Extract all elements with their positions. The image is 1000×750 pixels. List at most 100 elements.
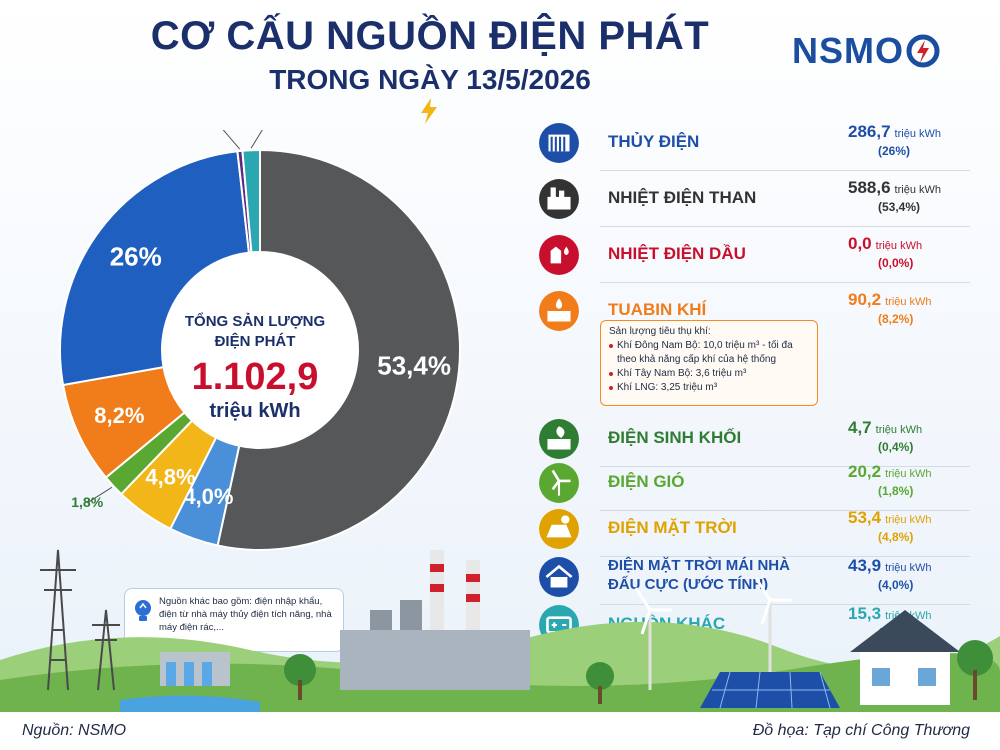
nsmo-logo: NSMO — [792, 30, 940, 72]
source-row: TUABIN KHÍ 90,2 triệu kWh (8,2%) — [500, 290, 980, 331]
gas-item-southwest: Khí Tây Nam Bộ: 3,6 triệu m³ — [609, 367, 809, 381]
source-icon-wrap — [538, 178, 580, 225]
source-value-number: 20,2 — [848, 462, 882, 481]
source-row: ĐIỆN MẶT TRỜI MÁI NHÀ ĐẤU CỰC (ƯỚC TÍNH) 4… — [500, 556, 980, 597]
source-row: THỦY ĐIỆN 286,7 triệu kWh (26%) — [500, 122, 980, 163]
source-name: ĐIỆN MẶT TRỜI MÁI NHÀ ĐẤU CỰC (ƯỚC TÍNH) — [608, 556, 790, 594]
hydro-dam-icon — [120, 652, 260, 712]
pylon-icon — [40, 549, 76, 691]
note-text: Nguồn khác bao gồm: điện nhập khẩu, điện… — [159, 596, 332, 633]
page-subtitle: TRONG NGÀY 13/5/2026 — [269, 64, 591, 95]
source-name: ĐIỆN MẶT TRỜI — [608, 518, 737, 537]
source-value-unit: triệu kWh — [885, 296, 932, 308]
solar-panel-icon — [700, 671, 840, 709]
source-row: ĐIỆN MẶT TRỜI 53,4 triệu kWh (4,8%) — [500, 508, 980, 549]
source-percent: (0,0%) — [878, 256, 914, 270]
source-value-number: 4,7 — [848, 418, 872, 437]
power-landscape-illustration — [0, 549, 1000, 712]
gas-item-southeast: Khí Đông Nam Bộ: 10,0 triệu m³ - tối đa … — [609, 339, 809, 367]
slice-label-3: 1,8% — [71, 494, 103, 510]
source-name: NHIỆT ĐIỆN DẦU — [608, 244, 746, 263]
donut-chart: 53,4%4,0%4,8%1,8%8,2%26%0,4%1,4% — [59, 130, 461, 551]
gas-consumption-box: Sản lượng tiêu thụ khí: Khí Đông Nam Bộ:… — [600, 320, 818, 406]
donut-hole — [163, 253, 357, 447]
logo-text: NSMO — [792, 30, 904, 71]
coal-plant-icon — [539, 179, 579, 219]
source-icon-wrap — [538, 122, 580, 169]
source-value: 588,6 triệu kWh — [848, 178, 941, 198]
gas-turbine-icon — [539, 291, 579, 331]
oil-plant-icon — [539, 235, 579, 275]
leader-line-7 — [250, 130, 263, 149]
leader-line-3 — [86, 486, 113, 504]
pylon-icon — [92, 609, 120, 691]
row-divider — [600, 556, 970, 557]
source-name: THỦY ĐIỆN — [608, 132, 700, 151]
source-name: TUABIN KHÍ — [608, 300, 707, 319]
source-value-unit: triệu kWh — [885, 562, 932, 574]
source-percent: (1,8%) — [878, 484, 914, 498]
row-divider — [600, 170, 970, 171]
source-icon-wrap — [538, 234, 580, 281]
tree-icon — [284, 640, 993, 704]
source-value-unit: triệu kWh — [875, 240, 923, 252]
row-divider — [600, 466, 970, 467]
source-name: ĐIỆN GIÓ — [608, 472, 685, 491]
factory-icon — [340, 550, 530, 690]
lightning-bolt-icon — [421, 98, 437, 124]
source-value-number: 588,6 — [848, 178, 891, 197]
source-value-unit: triệu kWh — [894, 184, 942, 196]
source-icon-wrap — [538, 290, 580, 337]
row-divider — [600, 226, 970, 227]
source-value-unit: triệu kWh — [875, 424, 923, 436]
biomass-icon — [539, 419, 579, 459]
source-name-line1: ĐIỆN MẶT TRỜI MÁI NHÀ — [608, 557, 790, 574]
slice-5 — [59, 150, 251, 387]
nsmo-logo-mark-icon — [906, 34, 940, 68]
footer-credit: Đồ họa: Tạp chí Công Thương — [752, 722, 970, 739]
source-value-number: 286,7 — [848, 122, 891, 141]
source-icon-wrap — [538, 556, 580, 603]
source-value: 286,7 triệu kWh — [848, 122, 941, 142]
house-icon — [850, 610, 960, 705]
source-value-unit: triệu kWh — [894, 128, 942, 140]
source-value: 43,9 triệu kWh — [848, 556, 932, 576]
total-output-value: 1.102,9 — [191, 356, 319, 398]
source-percent: (0,4%) — [878, 440, 914, 454]
source-row: ĐIỆN GIÓ 20,2 triệu kWh (1,8%) — [500, 462, 980, 503]
footer: Nguồn: NSMO Đồ họa: Tạp chí Công Thương — [0, 712, 1000, 750]
gas-item-lng: Khí LNG: 3,25 triệu m³ — [609, 381, 809, 395]
lightbulb-icon — [135, 600, 151, 621]
slice-7 — [241, 148, 261, 254]
source-name-line2: ĐẤU CỰC (ƯỚC TÍNH) — [608, 576, 769, 593]
solar-panel-icon — [539, 509, 579, 549]
source-row: ĐIỆN SINH KHỐI 4,7 triệu kWh (0,4%) — [500, 418, 980, 459]
source-value-unit: triệu kWh — [885, 514, 932, 526]
source-icon-wrap — [538, 462, 580, 509]
source-value-number: 90,2 — [848, 290, 882, 309]
source-value: 20,2 triệu kWh — [848, 462, 932, 482]
wind-turbine-icon — [539, 463, 579, 503]
source-percent: (26%) — [878, 144, 911, 158]
slice-label-2: 4,8% — [145, 465, 195, 490]
source-icon-wrap — [538, 508, 580, 555]
row-divider — [600, 510, 970, 511]
slice-label-4: 8,2% — [94, 403, 144, 428]
source-value-unit: triệu kWh — [885, 468, 932, 480]
source-value: 53,4 triệu kWh — [848, 508, 932, 528]
source-percent: (4,0%) — [878, 578, 914, 592]
source-percent: (8,2%) — [878, 312, 914, 326]
source-value-number: 15,3 — [848, 604, 882, 623]
source-value: 0,0 triệu kWh — [848, 234, 922, 254]
rooftop-solar-icon — [539, 557, 579, 597]
page-title: CƠ CẤU NGUỒN ĐIỆN PHÁT — [150, 14, 710, 58]
slice-label-0: 53,4% — [377, 351, 451, 381]
source-icon-wrap — [538, 418, 580, 465]
row-divider — [600, 282, 970, 283]
source-value-number: 53,4 — [848, 508, 882, 527]
source-value: 4,7 triệu kWh — [848, 418, 922, 438]
source-percent: (4,8%) — [878, 530, 914, 544]
source-value: 90,2 triệu kWh — [848, 290, 932, 310]
slice-label-5: 26% — [110, 241, 162, 271]
source-row: NHIỆT ĐIỆN DẦU 0,0 triệu kWh (0,0%) — [500, 234, 980, 275]
